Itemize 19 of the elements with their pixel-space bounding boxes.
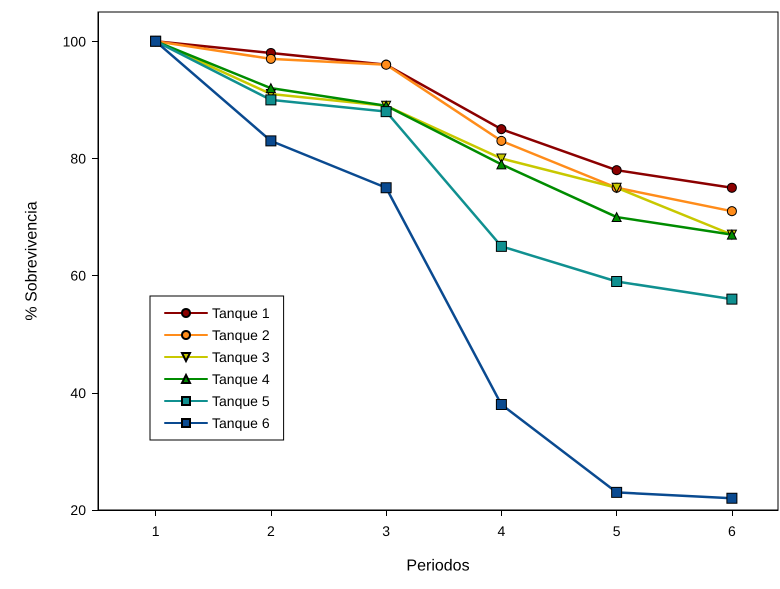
x-tick-label: 4 <box>497 523 506 539</box>
x-tick-label: 3 <box>382 523 390 539</box>
x-tick-label: 1 <box>152 523 160 539</box>
legend-label: Tanque 5 <box>212 393 270 409</box>
x-tick-label: 5 <box>612 523 621 539</box>
y-tick-label: 100 <box>62 33 86 50</box>
x-tick-label: 6 <box>728 523 736 539</box>
y-tick-label: 40 <box>70 384 86 401</box>
x-axis-title: Periodos <box>406 558 470 574</box>
legend-label: Tanque 6 <box>212 415 270 431</box>
y-tick-label: 80 <box>70 150 86 166</box>
y-tick-label: 20 <box>70 502 86 518</box>
legend-label: Tanque 2 <box>212 327 270 343</box>
y-tick-label: 60 <box>70 268 86 284</box>
y-axis-title: % Sobrevivencia <box>24 201 40 321</box>
legend-label: Tanque 1 <box>212 305 270 321</box>
legend-label: Tanque 4 <box>212 371 270 387</box>
x-tick-label: 2 <box>266 523 275 539</box>
legend-label: Tanque 3 <box>212 349 270 365</box>
